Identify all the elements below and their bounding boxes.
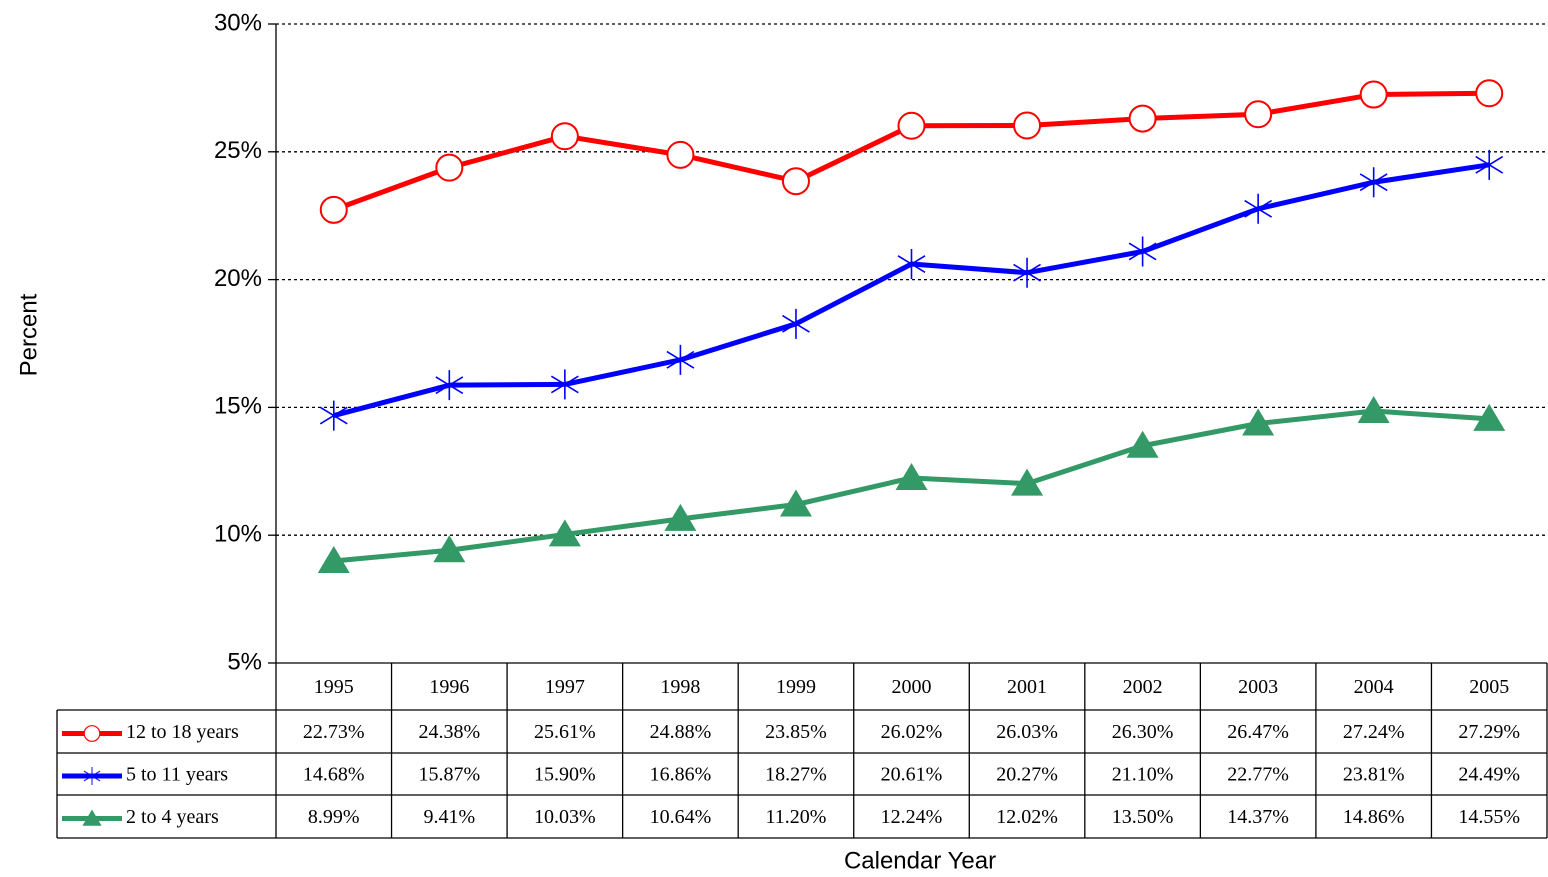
- y-tick-label: 30%: [214, 9, 262, 36]
- table-cell: 26.47%: [1227, 721, 1289, 743]
- table-cell: 22.73%: [303, 721, 365, 743]
- marker: [1013, 111, 1042, 140]
- x-tick-label: 1998: [660, 676, 700, 698]
- table-cell: 12.24%: [881, 806, 943, 828]
- marker: [1126, 430, 1159, 458]
- table-cell: 21.10%: [1112, 764, 1174, 786]
- table-cell: 12.02%: [996, 806, 1058, 828]
- legend-label: 5 to 11 years: [126, 764, 228, 786]
- x-tick-label: 2002: [1123, 676, 1163, 698]
- marker: [317, 546, 350, 574]
- marker: [897, 249, 926, 280]
- table-cell: 10.03%: [534, 806, 596, 828]
- table-cell: 24.38%: [418, 721, 480, 743]
- table-cell: 23.85%: [765, 721, 827, 743]
- x-axis-title: Calendar Year: [844, 847, 996, 874]
- table-cell: 8.99%: [308, 806, 360, 828]
- marker: [666, 140, 695, 169]
- marker: [666, 344, 695, 375]
- marker: [779, 489, 812, 517]
- x-tick-label: 2005: [1469, 676, 1509, 698]
- table-cell: 18.27%: [765, 764, 827, 786]
- marker: [895, 462, 928, 490]
- marker: [1011, 468, 1044, 496]
- table-cell: 23.81%: [1343, 764, 1405, 786]
- table-cell: 11.20%: [765, 806, 826, 828]
- table-cell: 10.64%: [650, 806, 712, 828]
- marker: [433, 535, 466, 563]
- marker: [1128, 236, 1157, 267]
- x-tick-label: 1999: [776, 676, 816, 698]
- marker: [1244, 100, 1273, 129]
- legend-entry: 5 to 11 years: [62, 764, 228, 786]
- x-tick-label: 2003: [1238, 676, 1278, 698]
- table-cell: 9.41%: [423, 806, 475, 828]
- y-tick-label: 5%: [227, 648, 262, 675]
- table-cell: 14.68%: [303, 764, 365, 786]
- y-tick-label: 25%: [214, 137, 262, 164]
- y-axis-title: Percent: [15, 293, 42, 376]
- marker: [1242, 408, 1275, 436]
- marker: [1357, 395, 1390, 423]
- table-cell: 22.77%: [1227, 764, 1289, 786]
- table-cell: 20.61%: [881, 764, 943, 786]
- table-cell: 14.86%: [1343, 806, 1405, 828]
- table-cell: 24.49%: [1458, 764, 1520, 786]
- marker: [1128, 104, 1157, 133]
- marker: [897, 111, 926, 140]
- series-line: [333, 162, 1490, 418]
- x-tick-label: 2000: [892, 676, 932, 698]
- x-tick-label: 2001: [1007, 676, 1047, 698]
- legend-marker: [83, 767, 101, 786]
- table-cell: 27.24%: [1343, 721, 1405, 743]
- table-cell: 14.37%: [1227, 806, 1289, 828]
- table-cell: 20.27%: [996, 764, 1058, 786]
- table-cell: 25.61%: [534, 721, 596, 743]
- marker: [1013, 257, 1041, 288]
- marker: [1473, 403, 1506, 431]
- marker: [550, 122, 579, 151]
- table-cell: 24.88%: [650, 721, 712, 743]
- legend-label: 2 to 4 years: [126, 806, 219, 828]
- marker: [319, 195, 348, 224]
- x-tick-label: 1995: [314, 676, 354, 698]
- table-cell: 14.55%: [1458, 806, 1520, 828]
- marker: [1244, 193, 1273, 224]
- marker: [550, 369, 579, 400]
- marker: [435, 153, 464, 182]
- marker: [1359, 80, 1388, 109]
- marker: [548, 519, 581, 547]
- table-cell: 13.50%: [1112, 806, 1174, 828]
- legend-label: 12 to 18 years: [126, 721, 239, 743]
- marker: [781, 167, 810, 196]
- table-cell: 16.86%: [650, 764, 712, 786]
- legend-entry: 12 to 18 years: [62, 721, 239, 743]
- marker: [1475, 79, 1504, 108]
- marker: [664, 503, 697, 531]
- y-tick-label: 10%: [214, 521, 262, 548]
- y-tick-label: 15%: [214, 393, 262, 420]
- marker: [782, 308, 810, 339]
- table-cell: 26.02%: [881, 721, 943, 743]
- table-cell: 26.03%: [996, 721, 1058, 743]
- table-cell: 15.90%: [534, 764, 596, 786]
- table-cell: 15.87%: [418, 764, 480, 786]
- x-tick-label: 1997: [545, 676, 585, 698]
- marker: [319, 400, 348, 431]
- x-tick-label: 2004: [1354, 676, 1394, 698]
- table-cell: 27.29%: [1458, 721, 1520, 743]
- marker: [1475, 149, 1504, 180]
- marker: [435, 370, 464, 401]
- legend-marker: [82, 809, 102, 826]
- legend-marker: [83, 725, 101, 742]
- table-cell: 26.30%: [1112, 721, 1174, 743]
- legend-entry: 2 to 4 years: [62, 806, 219, 828]
- y-tick-label: 20%: [214, 265, 262, 292]
- marker: [1359, 167, 1388, 198]
- x-tick-label: 1996: [429, 676, 469, 698]
